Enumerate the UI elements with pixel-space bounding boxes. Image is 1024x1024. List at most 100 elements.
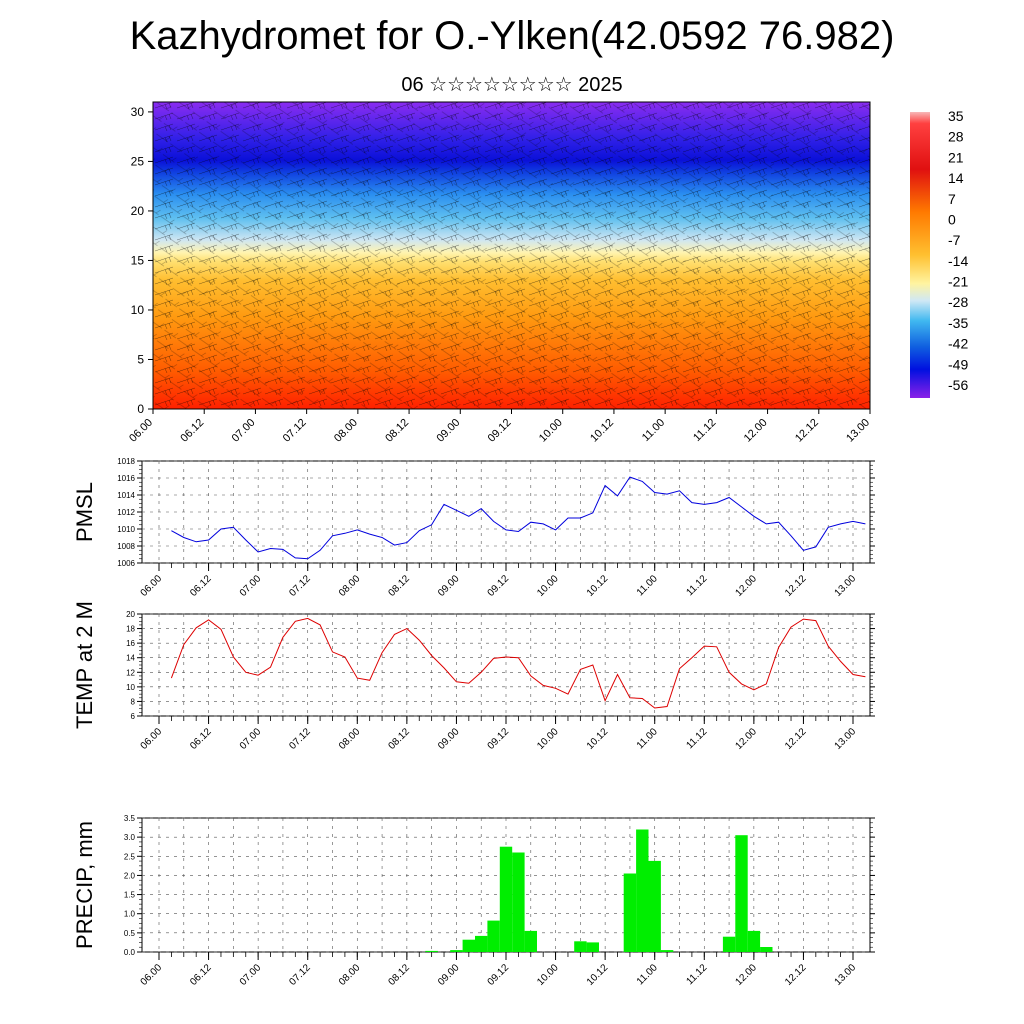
precip-bar: [722, 936, 736, 952]
y-tick-label: 16: [126, 639, 135, 648]
y-tick-label: 0.5: [124, 929, 136, 938]
y-tick-label: 1014: [117, 491, 135, 500]
x-tick-label: 06.00: [139, 726, 165, 752]
x-tick-label: 07.00: [230, 417, 258, 445]
heatmap-panel: 0 5 10 15 20 25 30 06.00 06.12 07.00 07.12 08.00 08.…: [127, 101, 872, 445]
precipitation-panel: 0.0 0.5 1.0 1.5 2.0 2.5 3.0 3.5 06.00 06.12 07.00 0…: [72, 814, 875, 988]
x-tick-label: 11.00: [635, 962, 660, 987]
y-tick-label: 1.0: [124, 910, 136, 919]
x-tick-label: 11.00: [635, 573, 660, 598]
y-tick-label: 2.5: [124, 852, 136, 861]
colorbar-label: 7: [948, 191, 956, 207]
x-tick-label: 09.00: [436, 573, 462, 599]
x-tick-label: 11.12: [684, 573, 709, 598]
y-tick-label: 1010: [117, 525, 135, 534]
colorbar-label: 0: [948, 211, 956, 227]
x-tick-label: 09.12: [486, 573, 512, 599]
x-tick-label: 10.12: [585, 726, 611, 752]
series-line: [171, 476, 866, 560]
x-tick-label: 07.12: [287, 962, 313, 988]
y-tick-label: 10: [126, 683, 135, 692]
series-line: [170, 617, 866, 709]
colorbar-label: -14: [948, 253, 968, 269]
y-tick-label: 1.5: [124, 891, 136, 900]
colorbar-label: -56: [948, 377, 968, 393]
x-tick-label: 12.12: [793, 417, 821, 445]
colorbar-label: 14: [948, 170, 964, 186]
precip-bar: [462, 939, 475, 952]
x-tick-label: 11.12: [684, 962, 709, 987]
x-tick-label: 13.00: [833, 573, 859, 599]
colorbar-label: -49: [948, 356, 968, 372]
x-tick-label: 12.00: [742, 417, 770, 445]
x-tick-label: 08.12: [383, 417, 411, 445]
y-tick-label: 18: [126, 625, 135, 634]
x-tick-label: 08.00: [337, 573, 363, 599]
x-tick-label: 12.00: [734, 962, 760, 988]
precip-bar: [574, 941, 587, 952]
y-tick-label: 14: [126, 654, 135, 663]
x-tick-label: 10.00: [535, 573, 561, 599]
x-tick-label: 06.12: [188, 726, 214, 752]
pmsl-panel: 1006 1008 1010 1012 1014 1016 1018 06.00 06.12 07…: [72, 457, 875, 599]
x-tick-label: 10.12: [588, 417, 616, 445]
y-tick-label: 10: [131, 303, 145, 317]
x-tick-label: 09.12: [486, 962, 512, 988]
colorbar-label: -7: [948, 232, 961, 248]
y-tick-label: 1016: [117, 474, 135, 483]
y-tick-label: 3.0: [124, 833, 136, 842]
y-tick-label: 0: [137, 402, 144, 416]
x-tick-label: 12.00: [734, 573, 760, 599]
x-tick-label: 10.12: [585, 962, 611, 988]
x-tick-label: 13.00: [844, 417, 872, 445]
x-tick-label: 11.12: [691, 417, 718, 444]
x-tick-label: 12.12: [783, 962, 809, 988]
y-tick-label: 1008: [117, 542, 135, 551]
y-tick-label: 1006: [117, 559, 135, 568]
x-tick-label: 13.00: [833, 962, 859, 988]
x-tick-label: 08.00: [332, 417, 360, 445]
x-tick-label: 06.12: [188, 573, 214, 599]
y-tick-label: 1018: [117, 457, 135, 466]
colorbar-label: -21: [948, 274, 968, 290]
precip-bar: [623, 873, 637, 952]
x-tick-label: 08.12: [387, 573, 413, 599]
colorbar-label: 21: [948, 149, 964, 165]
y-tick-label: 6: [131, 712, 136, 721]
x-tick-label: 07.12: [287, 573, 313, 599]
x-tick-label: 10.00: [535, 962, 561, 988]
x-tick-label: 10.00: [535, 726, 561, 752]
y-tick-label: 12: [126, 668, 135, 677]
colorbar-label: 35: [948, 108, 964, 124]
y-tick-label: 2.0: [124, 871, 136, 880]
x-tick-label: 12.12: [783, 726, 809, 752]
x-tick-label: 11.00: [635, 726, 660, 751]
precip-bar: [450, 950, 463, 952]
precip-bar: [499, 846, 513, 952]
x-tick-label: 08.12: [387, 962, 413, 988]
precip-bar: [660, 950, 674, 952]
x-tick-label: 07.00: [238, 962, 264, 988]
y-tick-label: 25: [131, 154, 145, 168]
y-tick-label: 3.5: [124, 814, 136, 823]
x-tick-label: 08.00: [337, 962, 363, 988]
precip-bar: [747, 930, 761, 952]
x-tick-label: 11.12: [684, 726, 709, 751]
y-tick-label: 5: [137, 352, 144, 366]
x-tick-label: 10.00: [537, 417, 565, 445]
precip-bar: [648, 860, 661, 952]
precip-bar: [586, 942, 599, 952]
x-tick-label: 12.00: [734, 726, 760, 752]
x-tick-label: 06.00: [139, 573, 165, 599]
y-axis-label: PRECIP, mm: [72, 821, 97, 949]
y-axis-label: TEMP at 2 M: [72, 601, 97, 729]
precip-bar: [636, 829, 649, 952]
colorbar-labels: 35 28 21 14 7 0 -7 -14 -21 -28 -35 -42 -49 -56: [948, 108, 968, 393]
x-tick-label: 06.12: [188, 962, 214, 988]
wind-barbs-layer-secondary: [153, 102, 870, 409]
x-tick-label: 11.00: [640, 417, 667, 444]
y-axis-label: PMSL: [72, 482, 97, 542]
colorbar-label: -42: [948, 336, 968, 352]
x-tick-label: 07.00: [238, 726, 264, 752]
